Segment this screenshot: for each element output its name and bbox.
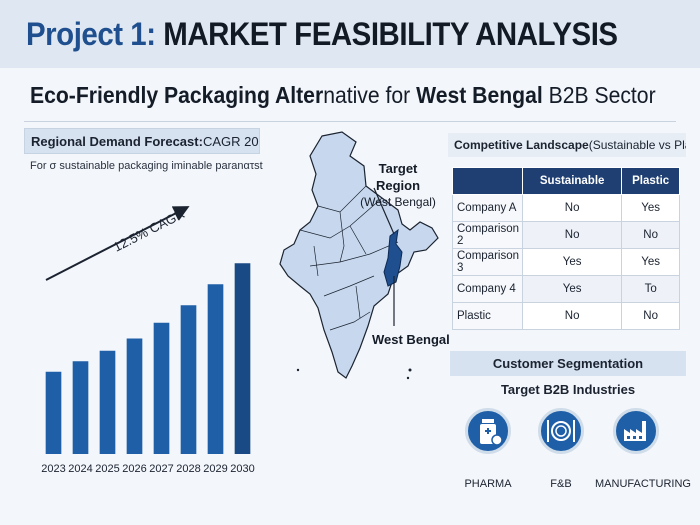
- demand-heading-bold: Regional Demand Forecast:: [31, 133, 203, 149]
- demand-panel: Regional Demand Forecast: CAGR 2024–2030…: [24, 128, 263, 484]
- bar-2026: [126, 338, 143, 454]
- table-row: Company 4 Yes To: [452, 275, 680, 303]
- title-text: MARKET FEASIBILITY ANALYSIS: [163, 15, 618, 52]
- table-header-cell: Plastic: [621, 167, 680, 195]
- subtitle-part-4: B2B Sector: [542, 82, 656, 108]
- industry-label-manufacturing: MANUFACTURING: [595, 478, 691, 490]
- x-tick-label: 2030: [230, 463, 254, 475]
- table-cell: Comparison 2: [452, 221, 523, 249]
- segmentation-heading: Customer Segmentation: [450, 351, 686, 376]
- industry-label-fnb: F&B: [550, 478, 572, 490]
- west-bengal-label: West Bengal: [372, 332, 450, 347]
- india-map: [270, 126, 450, 396]
- table-cell: No: [621, 302, 680, 330]
- plate-cutlery-icon: [538, 408, 584, 454]
- pharma-bottle-icon: [465, 408, 511, 454]
- page-subtitle: Eco-Friendly Packaging Alternative for W…: [30, 82, 656, 116]
- target-region-sub: (West Bengal): [360, 195, 436, 209]
- x-tick-label: 2029: [203, 463, 227, 475]
- cagr-annotation: 12.5% CAGR: [111, 206, 187, 255]
- industry-label-pharma: PHARMA: [464, 478, 512, 490]
- target-pointer-line: [373, 187, 395, 235]
- cagr-trend-arrow: [45, 206, 190, 281]
- table-cell: Company A: [452, 194, 523, 222]
- x-tick-label: 2023: [41, 463, 65, 475]
- table-cell: Yes: [621, 194, 680, 222]
- bar-2029: [207, 284, 224, 454]
- project-label: Project 1:: [26, 15, 156, 52]
- divider: [24, 121, 676, 122]
- india-map-shape: [279, 131, 439, 380]
- table-cell: Comparison 3: [452, 248, 523, 276]
- table-header-cell: [452, 167, 523, 195]
- subtitle-part-2: native for: [323, 82, 417, 108]
- x-tick-label: 2028: [176, 463, 200, 475]
- demand-heading-rest: CAGR 2024–2030: [202, 133, 259, 149]
- bar-2027: [153, 322, 170, 454]
- bar-2028: [180, 305, 197, 454]
- table-row: Plastic No No: [452, 302, 680, 330]
- table-cell: No: [521, 194, 623, 222]
- x-tick-label: 2026: [122, 463, 146, 475]
- table-cell: No: [521, 302, 623, 330]
- table-cell: Yes: [521, 248, 623, 276]
- table-cell: No: [521, 221, 623, 249]
- competition-heading-rest: (Sustainable vs Plastic): [588, 138, 686, 152]
- table-cell: No: [621, 221, 680, 249]
- competition-heading: Competitive Landscape (Sustainable vs Pl…: [448, 133, 686, 157]
- table-row: Company A No Yes: [452, 194, 680, 222]
- island-dot: [406, 376, 410, 380]
- island-dot: [296, 368, 300, 372]
- table-cell: To: [621, 275, 680, 303]
- table-header-row: Sustainable Plastic: [452, 167, 680, 195]
- subtitle-part-1: Eco-Friendly Packaging Alter: [30, 82, 324, 108]
- west-bengal-highlight: [383, 228, 403, 287]
- competition-table: Sustainable Plastic Company A No Yes Com…: [452, 167, 680, 330]
- factory-icon: [613, 408, 659, 454]
- page-title: Project 1: MARKET FEASIBILITY ANALYSIS: [26, 16, 618, 53]
- table-cell: Yes: [521, 275, 623, 303]
- table-row: Comparison 2 No No: [452, 221, 680, 249]
- table-cell: Plastic: [452, 302, 523, 330]
- bar-2030: [234, 263, 251, 454]
- india-outline: [279, 131, 439, 379]
- x-tick-label: 2024: [68, 463, 92, 475]
- subtitle-part-3: West Bengal: [416, 82, 543, 108]
- x-tick-label: 2025: [95, 463, 119, 475]
- competition-panel: Competitive Landscape (Sustainable vs Pl…: [448, 133, 686, 343]
- island-dot: [408, 368, 412, 372]
- table-header-cell: Sustainable: [521, 167, 623, 195]
- target-region-label: Target Region (West Bengal): [358, 160, 438, 211]
- bar-2023: [45, 371, 62, 454]
- bar-2024: [72, 361, 89, 454]
- demand-heading: Regional Demand Forecast: CAGR 2024–2030: [24, 128, 260, 154]
- header-bar: Project 1: MARKET FEASIBILITY ANALYSIS: [0, 0, 700, 68]
- state-borders: [299, 185, 399, 331]
- demand-bar-chart: 12.5% CAGR 2023 2024 2025 2026 2027 2028 2029 2…: [41, 206, 254, 475]
- competition-heading-bold: Competitive Landscape: [454, 138, 589, 152]
- x-tick-label: 2027: [149, 463, 173, 475]
- table-cell: Company 4: [452, 275, 523, 303]
- table-cell: Yes: [621, 248, 680, 276]
- table-row: Comparison 3 Yes Yes: [452, 248, 680, 276]
- segmentation-subheading: Target B2B Industries: [500, 382, 636, 397]
- demand-note: For σ sustainable packaging iminable par…: [30, 160, 263, 172]
- bar-2025: [99, 350, 116, 454]
- target-region-title: Target Region: [375, 161, 421, 193]
